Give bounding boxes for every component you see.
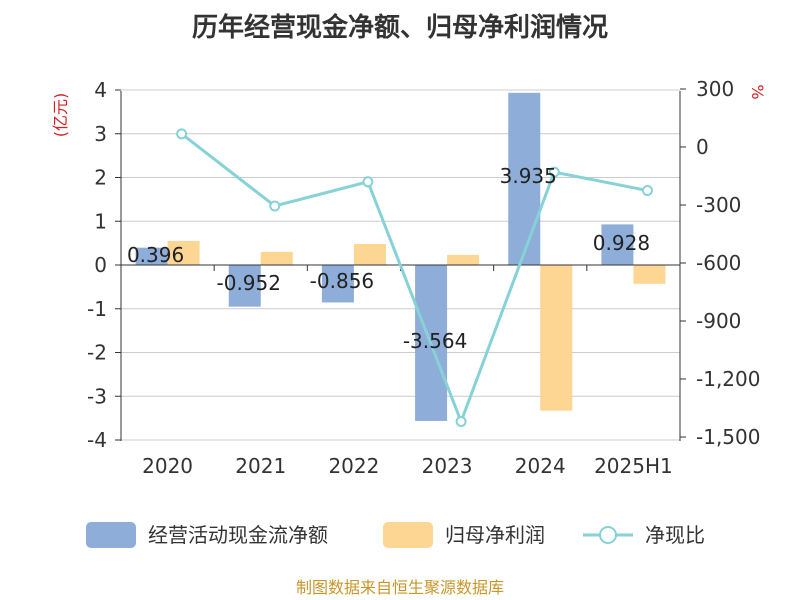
category-label: 2024 xyxy=(515,454,566,478)
bar-cashflow xyxy=(321,265,354,303)
left-tick-label: 2 xyxy=(94,166,107,190)
legend-label-net-profit: 归母净利润 xyxy=(445,523,545,547)
right-tick-label: 300 xyxy=(696,77,734,101)
line-point xyxy=(548,166,560,178)
data-label: -3.564 xyxy=(403,329,467,353)
data-label: -0.952 xyxy=(217,271,281,295)
line-point xyxy=(176,128,188,140)
chart-title: 历年经营现金净额、归母净利润情况 xyxy=(192,12,608,43)
legend-label-ratio: 净现比 xyxy=(645,523,705,547)
line-ratio xyxy=(180,132,648,426)
left-tick-label: 4 xyxy=(94,78,107,102)
left-axis-unit: (亿元) xyxy=(51,93,70,138)
category-label: 2022 xyxy=(328,454,379,478)
right-tick-label: 0 xyxy=(696,135,709,159)
bar-net-profit xyxy=(260,251,293,265)
bar-net-profit xyxy=(353,244,386,265)
category-label: 2023 xyxy=(422,454,473,478)
category-label: 2025H1 xyxy=(594,454,673,478)
right-tick-label: -300 xyxy=(696,193,741,217)
left-tick-label: 3 xyxy=(94,122,107,146)
data-label: -0.856 xyxy=(310,269,374,293)
source-note: 制图数据来自恒生聚源数据库 xyxy=(296,578,504,597)
data-label: 0.928 xyxy=(593,231,650,255)
right-axis-unit: % xyxy=(748,84,767,99)
legend-swatch-ratio-dot xyxy=(599,526,617,544)
legend-swatch-cashflow xyxy=(86,522,136,548)
right-tick-label: -600 xyxy=(696,251,741,275)
left-tick-label: 0 xyxy=(94,253,107,277)
left-tick-label: 1 xyxy=(94,209,107,233)
data-label: 0.396 xyxy=(127,243,184,267)
bar-cashflow xyxy=(228,265,261,307)
data-label: 3.935 xyxy=(500,164,557,188)
legend-swatch-net-profit xyxy=(383,522,433,548)
left-tick-label: -3 xyxy=(87,384,107,408)
right-tick-label: -1,200 xyxy=(696,367,760,391)
category-label: 2021 xyxy=(235,454,286,478)
bar-cashflow xyxy=(601,224,634,265)
bar-cashflow xyxy=(508,92,541,265)
bar-net-profit xyxy=(167,240,200,265)
line-point xyxy=(362,176,374,188)
category-label: 2020 xyxy=(142,454,193,478)
line-point xyxy=(269,200,281,212)
left-tick-label: -1 xyxy=(87,297,107,321)
line-point xyxy=(455,416,467,428)
bar-net-profit xyxy=(633,265,666,284)
left-tick-label: -4 xyxy=(87,428,107,452)
right-tick-label: -900 xyxy=(696,309,741,333)
left-tick-label: -2 xyxy=(87,341,107,365)
bar-net-profit xyxy=(447,254,480,265)
right-tick-label: -1,500 xyxy=(696,425,760,449)
line-point xyxy=(641,185,653,196)
bar-net-profit xyxy=(540,265,573,411)
legend-label-cashflow: 经营活动现金流净额 xyxy=(148,523,328,547)
bar-cashflow xyxy=(135,247,168,265)
